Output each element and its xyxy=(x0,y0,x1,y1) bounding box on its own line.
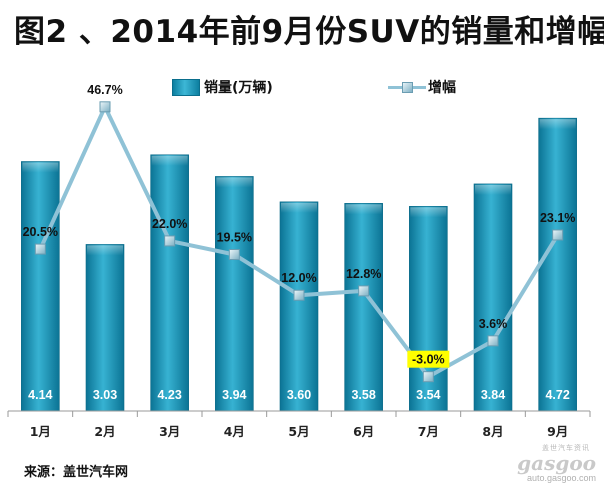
growth-marker xyxy=(99,101,111,113)
bar-sales-highlight xyxy=(475,184,511,195)
x-tick-label: 4月 xyxy=(224,424,245,439)
bar-sales-highlight xyxy=(281,202,317,213)
x-tick-label: 9月 xyxy=(547,424,568,439)
bar-sales xyxy=(538,117,577,412)
bar-value-label: 4.23 xyxy=(157,388,181,402)
growth-value-label: -3.0% xyxy=(412,353,445,367)
bar-value-label: 4.72 xyxy=(545,388,569,402)
legend-sales-label: 销量(万辆) xyxy=(204,80,273,96)
bar-value-label: 3.94 xyxy=(222,388,246,402)
x-tick-label: 2月 xyxy=(94,424,115,439)
legend-growth-label: 增幅 xyxy=(428,80,456,96)
bar-sales-highlight xyxy=(22,162,59,173)
growth-marker xyxy=(34,243,46,255)
bar-value-label: 3.03 xyxy=(93,388,117,402)
growth-marker xyxy=(164,235,176,247)
bar-value-label: 3.60 xyxy=(287,388,311,402)
bar-sales xyxy=(215,176,254,412)
growth-marker xyxy=(487,335,499,347)
growth-value-label: 20.5% xyxy=(23,225,58,239)
bar-sales-highlight xyxy=(539,119,576,130)
watermark-brand: gasgoo xyxy=(517,451,596,475)
bar-value-label: 3.58 xyxy=(351,388,375,402)
growth-value-label: 23.1% xyxy=(540,211,575,225)
bar-sales-highlight xyxy=(87,245,123,256)
bar-sales xyxy=(150,154,189,412)
bar-sales-highlight xyxy=(216,177,253,188)
growth-value-label: 22.0% xyxy=(152,217,187,231)
bar-sales xyxy=(279,201,319,412)
growth-marker xyxy=(552,229,564,241)
growth-value-label: 19.5% xyxy=(217,231,252,245)
bar-value-label: 4.14 xyxy=(28,388,52,402)
bar-sales-highlight xyxy=(345,204,382,215)
bar-sales xyxy=(85,244,125,412)
watermark-tagline: 盖世汽车资讯 xyxy=(542,444,590,452)
growth-value-label: 12.0% xyxy=(281,271,316,285)
bar-value-label: 3.54 xyxy=(416,388,440,402)
growth-value-label: 46.7% xyxy=(87,83,122,97)
watermark-logo: 盖世汽车资讯 gasgoo auto.gasgoo.com xyxy=(486,443,596,483)
growth-marker xyxy=(228,249,240,261)
bar-sales-highlight xyxy=(410,207,447,218)
growth-marker xyxy=(293,289,305,301)
x-tick-label: 1月 xyxy=(30,424,51,439)
watermark-url: auto.gasgoo.com xyxy=(526,473,596,483)
bar-sales xyxy=(21,161,60,412)
legend-bar-swatch xyxy=(172,78,200,96)
x-tick-label: 7月 xyxy=(418,424,439,439)
legend-sales: 销量(万辆) xyxy=(172,76,273,98)
growth-value-label: 3.6% xyxy=(479,317,508,331)
x-tick-label: 6月 xyxy=(353,424,374,439)
highlight-box xyxy=(407,350,450,368)
growth-marker xyxy=(422,371,434,383)
x-tick-label: 8月 xyxy=(482,424,503,439)
legend-line-swatch xyxy=(388,79,426,95)
growth-marker xyxy=(358,285,370,297)
chart-title: 图2 、2014年前9月份SUV的销量和增幅 xyxy=(14,14,604,50)
growth-value-label: 12.8% xyxy=(346,267,381,281)
legend-growth: 增幅 xyxy=(388,76,456,98)
bar-sales xyxy=(473,183,513,412)
x-tick-label: 5月 xyxy=(288,424,309,439)
x-tick-label: 3月 xyxy=(159,424,180,439)
bar-value-label: 3.84 xyxy=(481,388,505,402)
source-note: 来源：盖世汽车网 xyxy=(24,465,129,480)
bar-sales-highlight xyxy=(151,155,188,166)
